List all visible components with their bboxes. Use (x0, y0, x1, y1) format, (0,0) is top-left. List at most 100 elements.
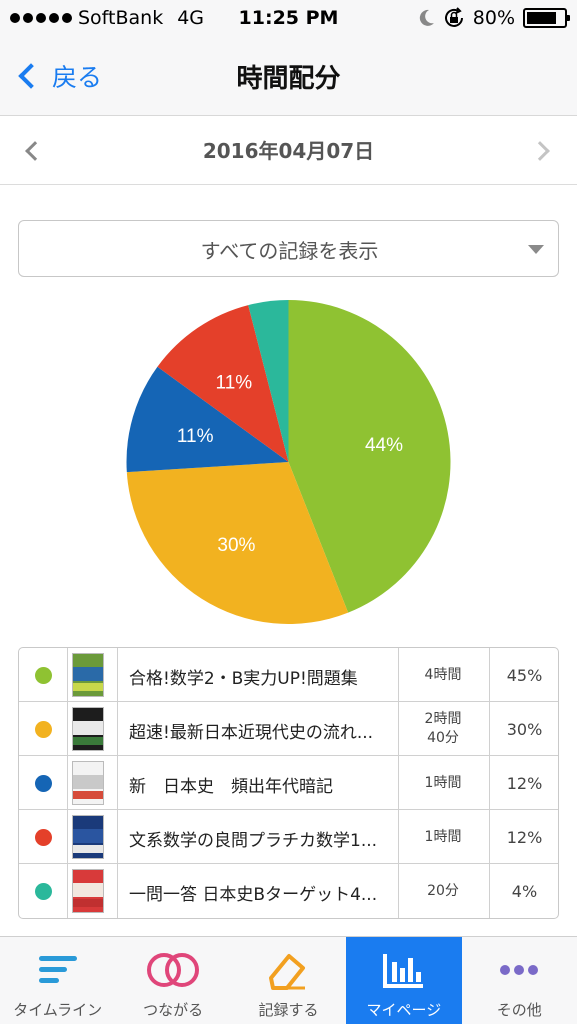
legend-color-dot (35, 667, 52, 684)
next-date-button[interactable] (529, 137, 559, 167)
column-divider (398, 702, 399, 755)
time-percentage: 30% (506, 719, 543, 739)
rings-icon (115, 947, 230, 993)
record-row[interactable]: 一問一答 日本史Bターゲット4... 20分 4% (19, 864, 558, 918)
cover-band (73, 683, 103, 691)
study-time: 4時間 (424, 666, 462, 683)
tab-label: つながる (143, 1001, 204, 1019)
column-divider (117, 864, 118, 918)
record-row[interactable]: 超速!最新日本近現代史の流れ... 2時間 40分 30% (19, 702, 558, 756)
column-divider (67, 648, 68, 701)
tab-label: 記録する (258, 1001, 319, 1019)
book-cover-thumbnail (72, 653, 104, 697)
column-divider (117, 648, 118, 701)
navigation-bar: 戻る 時間配分 (0, 38, 577, 116)
column-divider (489, 810, 490, 863)
dropdown-arrow-icon (528, 245, 544, 254)
record-row[interactable]: 合格!数学2・B実力UP!問題集 4時間 45% (19, 648, 558, 702)
moon-icon (419, 9, 434, 26)
tab-label: その他 (496, 1001, 542, 1019)
status-left: SoftBank 4G (10, 7, 204, 29)
column-divider (67, 810, 68, 863)
legend-color-dot (35, 775, 52, 792)
book-title: 合格!数学2・B実力UP!問題集 (129, 669, 358, 689)
chevron-right-icon (530, 141, 550, 161)
cover-band (73, 899, 103, 907)
book-cover-thumbnail (72, 815, 104, 859)
status-right: 80% (419, 7, 570, 29)
pencil-icon (231, 947, 346, 993)
record-row[interactable]: 新 日本史 頻出年代暗記 1時間 12% (19, 756, 558, 810)
column-divider (117, 810, 118, 863)
cover-band (73, 737, 103, 745)
tab-pencil[interactable]: 記録する (231, 937, 346, 1024)
bar-chart-icon (346, 947, 461, 993)
battery-percent: 80% (472, 7, 515, 29)
column-divider (117, 702, 118, 755)
pie-slice-5 (248, 300, 289, 462)
book-title: 新 日本史 頻出年代暗記 (129, 777, 333, 797)
book-title: 超速!最新日本近現代史の流れ... (129, 723, 374, 743)
time-percentage: 12% (506, 827, 543, 847)
cover-band (73, 774, 103, 790)
time-percentage: 45% (506, 665, 543, 685)
tab-bar: タイムライン つながる 記録する マイページ その他 (0, 936, 577, 1024)
column-divider (489, 864, 490, 918)
legend-color-dot (35, 721, 52, 738)
time-percentage: 12% (506, 773, 543, 793)
record-row[interactable]: 文系数学の良問プラチカ数学1... 1時間 12% (19, 810, 558, 864)
network-type: 4G (177, 7, 205, 29)
back-label: 戻る (52, 63, 103, 92)
pie-slice-label-4: 11% (216, 373, 253, 394)
tab-timeline[interactable]: タイムライン (0, 937, 115, 1024)
pie-slice-1 (288, 300, 451, 613)
status-bar: SoftBank 4G 11:25 PM 80% (0, 0, 577, 38)
cover-band (73, 666, 103, 682)
status-time: 11:25 PM (238, 7, 339, 29)
study-time: 2時間 40分 (424, 711, 462, 746)
study-time: 1時間 (424, 828, 462, 845)
pie-slice-label-1: 44% (365, 435, 403, 456)
column-divider (398, 756, 399, 809)
tab-more-dots[interactable]: その他 (462, 937, 577, 1024)
date-selector: 2016年04月07日 (0, 117, 577, 185)
current-date: 2016年04月07日 (202, 139, 375, 163)
column-divider (489, 756, 490, 809)
time-allocation-chart: 44% 30% 11% 11% (0, 290, 577, 635)
tab-rings[interactable]: つながる (115, 937, 230, 1024)
rotation-lock-icon (444, 7, 463, 27)
column-divider (67, 702, 68, 755)
time-percentage: 4% (511, 881, 538, 901)
cover-band (73, 845, 103, 853)
page-title: 時間配分 (236, 64, 341, 94)
study-time: 20分 (427, 882, 459, 899)
column-divider (489, 648, 490, 701)
pie-slice-label-3: 11% (177, 426, 214, 447)
pie-slice-label-2: 30% (217, 535, 255, 556)
carrier-name: SoftBank (78, 7, 164, 29)
legend-color-dot (35, 883, 52, 900)
column-divider (398, 810, 399, 863)
record-filter-select[interactable]: すべての記録を表示 (18, 220, 559, 277)
battery-icon (523, 8, 570, 28)
filter-selected-value: すべての記録を表示 (200, 239, 379, 263)
book-title: 一問一答 日本史Bターゲット4... (129, 885, 378, 905)
column-divider (489, 702, 490, 755)
tab-bar-chart[interactable]: マイページ (346, 937, 462, 1024)
book-cover-thumbnail (72, 707, 104, 751)
pie-slice-3 (126, 366, 289, 473)
tab-label: マイページ (366, 1001, 442, 1019)
signal-dots-icon (10, 13, 72, 23)
pie-slice-4 (157, 305, 289, 462)
more-dots-icon (462, 947, 577, 993)
column-divider (398, 864, 399, 918)
pie-slice-2 (126, 462, 349, 624)
column-divider (398, 648, 399, 701)
timeline-icon (0, 947, 115, 993)
book-cover-thumbnail (72, 869, 104, 913)
pie-chart: 44% 30% 11% 11% (126, 300, 451, 624)
back-button[interactable]: 戻る (12, 58, 102, 94)
book-cover-thumbnail (72, 761, 104, 805)
cover-band (73, 791, 103, 799)
column-divider (117, 756, 118, 809)
